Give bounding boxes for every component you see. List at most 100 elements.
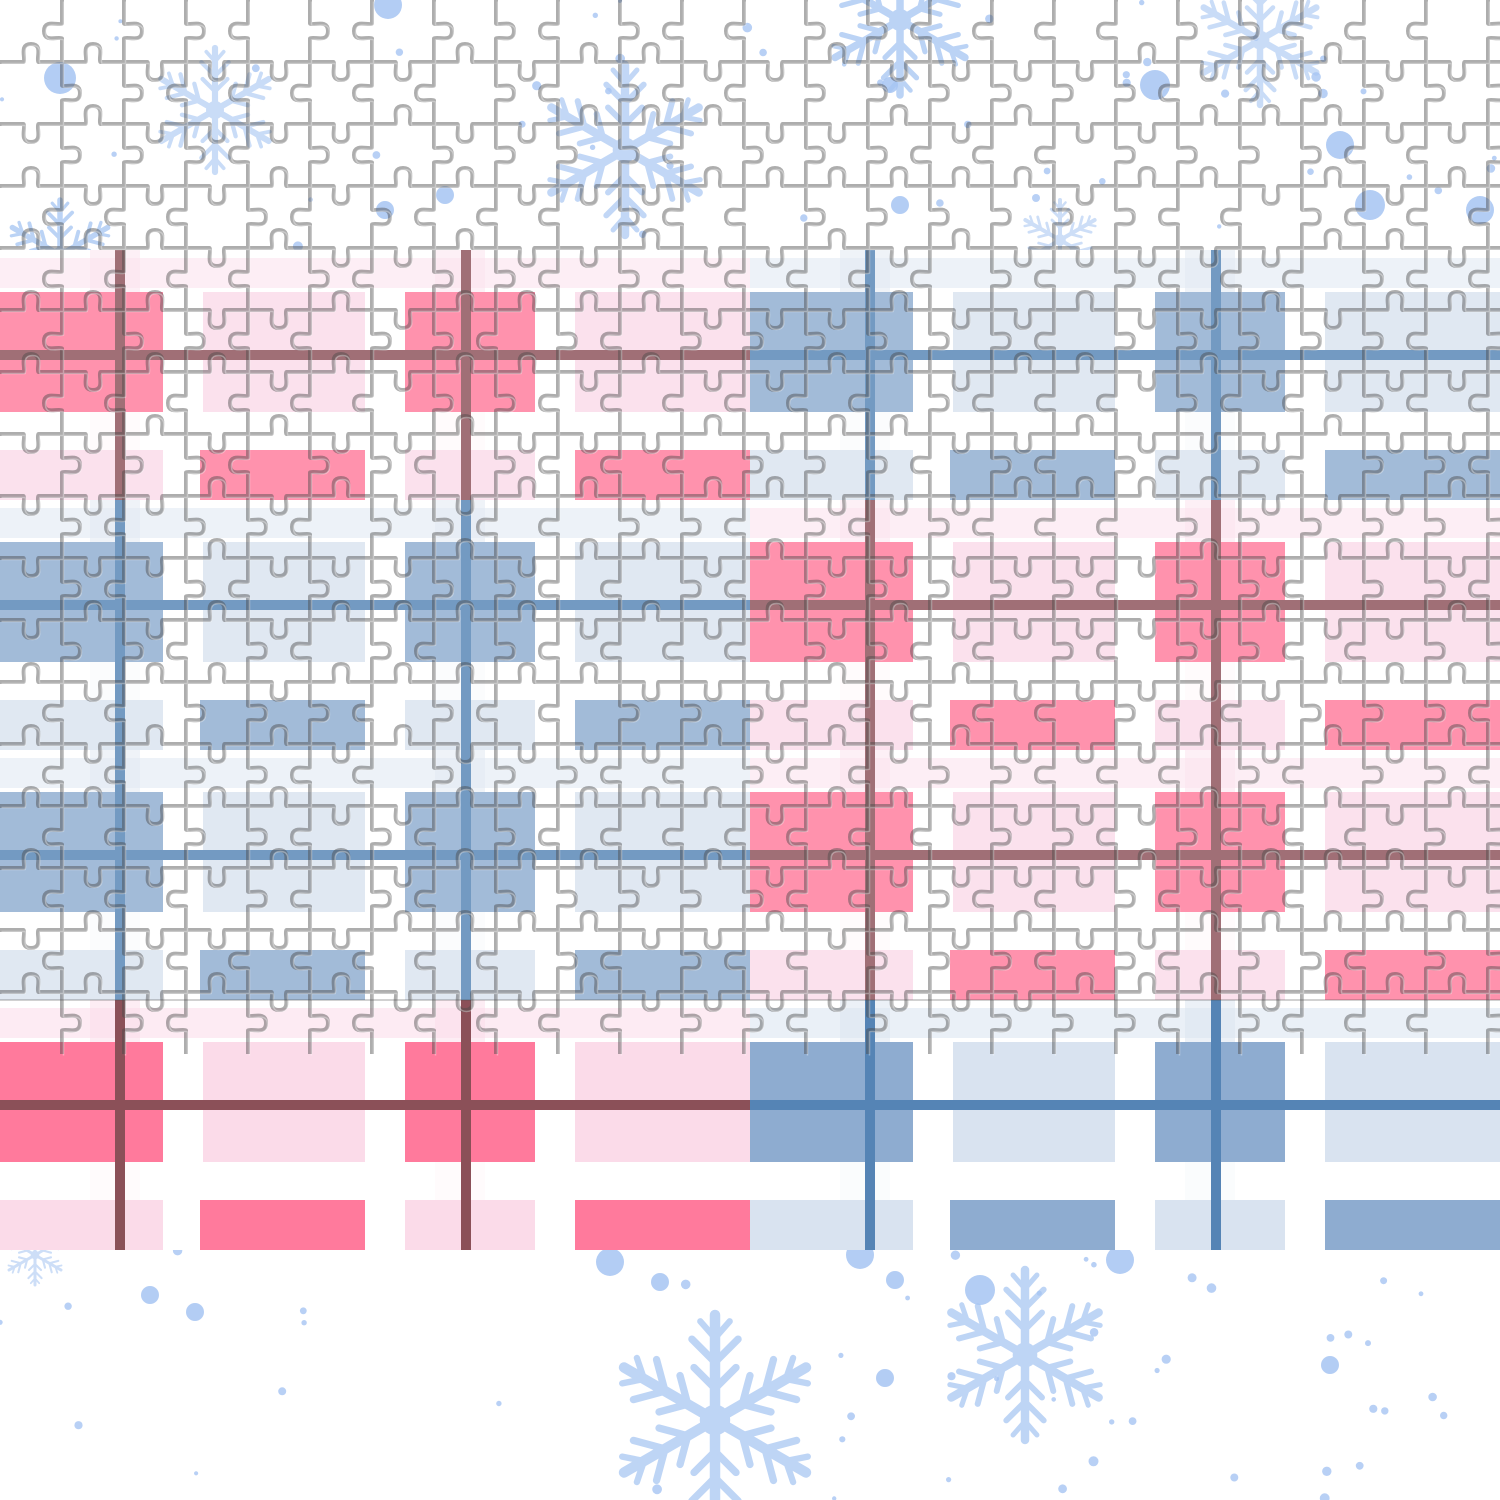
plaid-pinstripe — [750, 1100, 1500, 1110]
snow-dot — [0, 97, 5, 102]
snow-dot — [1091, 1261, 1097, 1268]
snow-dot — [1058, 1484, 1067, 1494]
snow-dot — [666, 162, 674, 170]
snow-dot — [1089, 1328, 1099, 1337]
plaid-block — [0, 950, 163, 1000]
plaid-block — [200, 1200, 365, 1250]
snow-dot — [596, 1248, 624, 1276]
snow-dot — [592, 12, 598, 18]
snow-dot — [985, 14, 994, 24]
snow-dot — [436, 186, 454, 204]
snow-dot — [1380, 1277, 1388, 1285]
snow-dot — [532, 81, 542, 91]
plaid-pinstripe — [750, 350, 1500, 360]
plaid-pinstripe — [115, 250, 125, 500]
snow-dot — [839, 1436, 846, 1443]
plaid-pinstripe — [865, 250, 875, 500]
snow-dot — [1369, 1404, 1378, 1413]
plaid-block — [1325, 1200, 1500, 1250]
snow-dot — [1319, 1493, 1330, 1500]
snow-dot — [518, 120, 526, 128]
plaid-gap — [750, 1162, 1500, 1200]
plaid-block — [750, 450, 913, 500]
snow-dot — [605, 87, 612, 95]
plaid-block — [575, 950, 750, 1000]
snow-dot — [395, 48, 404, 56]
snow-dot — [292, 241, 303, 252]
snow-dot — [615, 53, 625, 64]
snow-dot — [1326, 131, 1354, 159]
snow-dot — [1122, 71, 1130, 79]
plaid-pinstripe — [461, 500, 471, 750]
plaid-soften — [0, 250, 1500, 1000]
snow-dot — [1344, 1330, 1353, 1339]
plaid-pinstripe — [0, 600, 750, 610]
plaid-pinstripe — [1211, 750, 1221, 1000]
plaid-block — [575, 450, 750, 500]
plaid-panel — [0, 250, 1500, 1250]
snow-dot — [877, 79, 884, 86]
snow-dot — [1221, 89, 1230, 98]
snow-dot — [589, 144, 596, 150]
plaid-gap — [0, 1162, 750, 1200]
snow-dot — [308, 197, 313, 202]
plaid-block — [950, 1200, 1115, 1250]
snow-dot — [251, 64, 260, 73]
snow-dot — [1083, 1256, 1089, 1262]
snow-dot — [1322, 1466, 1332, 1477]
snow-dot — [1051, 1397, 1056, 1402]
snow-dot — [1406, 174, 1413, 180]
plaid-block — [950, 700, 1115, 750]
snow-dot — [1365, 1340, 1371, 1347]
snow-dot — [1321, 1356, 1339, 1374]
plaid-block — [750, 700, 913, 750]
snow-dot — [111, 151, 117, 157]
snow-dot — [194, 1471, 199, 1476]
snow-dot — [847, 1412, 855, 1421]
snow-dot — [759, 48, 767, 57]
snow-dot — [1355, 1461, 1364, 1470]
snow-dot — [1355, 190, 1385, 220]
plaid-pinstripe — [1211, 1000, 1221, 1250]
plaid-pinstripe — [0, 850, 750, 860]
snow-dot — [44, 62, 76, 94]
snow-dot — [639, 230, 647, 238]
snow-dot — [376, 201, 394, 219]
plaid-block — [200, 450, 365, 500]
snow-dot — [618, 0, 623, 3]
plaid-block — [950, 450, 1115, 500]
plaid-block — [0, 450, 163, 500]
plaid-pinstripe — [1211, 250, 1221, 500]
snow-dot — [1434, 186, 1443, 195]
plaid-block — [200, 950, 365, 1000]
plaid-block — [575, 700, 750, 750]
plaid-block — [0, 700, 163, 750]
snow-dot — [372, 151, 381, 159]
snow-dot — [374, 0, 402, 19]
snow-dot — [118, 19, 123, 24]
snow-dot — [1106, 1246, 1134, 1274]
plaid-pinstripe — [115, 1000, 125, 1250]
snow-dot — [905, 1295, 910, 1301]
snow-dot — [1428, 1392, 1437, 1402]
snow-dot — [1143, 57, 1152, 67]
snow-dot — [496, 1400, 502, 1407]
snow-dot — [1088, 1456, 1099, 1467]
snow-dot — [0, 1319, 3, 1325]
puzzle-cut-lines — [0, 0, 1500, 1054]
snow-dot — [1381, 1407, 1389, 1415]
plaid-block — [1325, 950, 1500, 1000]
snow-dot — [950, 1250, 961, 1260]
snow-dot — [114, 36, 119, 41]
snow-dot — [1230, 1473, 1239, 1482]
snow-dot — [876, 1369, 894, 1387]
snow-dot — [680, 1279, 691, 1290]
snow-dot — [1032, 194, 1040, 202]
plaid-pinstripe — [461, 250, 471, 500]
snow-dot — [994, 1376, 1000, 1382]
snow-dot — [936, 199, 944, 207]
snow-dot — [1466, 196, 1494, 224]
snow-dot — [1252, 35, 1259, 41]
